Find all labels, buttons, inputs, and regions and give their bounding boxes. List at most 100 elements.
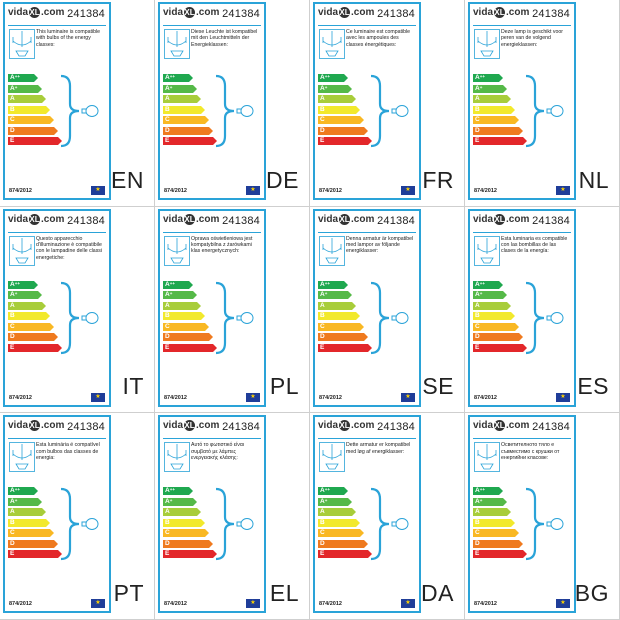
energy-class-label: A <box>165 84 170 92</box>
eu-flag-icon <box>91 598 105 609</box>
vidaxl-logo: vidaXL.com <box>8 213 65 225</box>
divider <box>318 231 416 233</box>
energy-class-label: C <box>320 322 325 330</box>
energy-class-scale: A++ A+ A B C D E <box>8 487 62 561</box>
vidaxl-logo: vidaXL.com <box>163 213 220 225</box>
brace-icon <box>525 74 545 148</box>
energy-class-bar: A+ <box>473 497 507 506</box>
regulation-number: 874/2012 <box>474 601 497 608</box>
energy-class-bar: A <box>318 301 356 310</box>
regulation-number: 874/2012 <box>164 394 187 401</box>
vidaxl-logo: vidaXL.com <box>473 213 530 225</box>
energy-class-bar: E <box>163 343 217 352</box>
energy-class-label: A <box>320 291 325 299</box>
eu-flag-icon <box>246 185 260 195</box>
eu-flag-icon <box>401 185 415 195</box>
energy-class-bar: E <box>318 343 372 352</box>
product-code: 241384 <box>377 214 415 227</box>
vidaxl-logo: vidaXL.com <box>318 213 375 225</box>
compatibility-text: Esta luminaria es compatible con las bom… <box>501 235 568 255</box>
energy-class-label: A <box>475 291 480 299</box>
energy-class-label: C <box>320 529 325 537</box>
bulb-icon <box>391 518 409 531</box>
language-code: ES <box>577 373 609 400</box>
energy-class-label: D <box>475 333 480 341</box>
energy-class-label: A <box>10 291 15 299</box>
divider <box>318 25 416 26</box>
energy-class-label: A <box>320 508 325 516</box>
label-cell-de: vidaXL.com 241384 Diese Leuchte ist komp… <box>155 0 310 207</box>
energy-class-bar: D <box>8 126 58 135</box>
energy-class-label: A <box>475 84 480 92</box>
energy-class-bar: A++ <box>318 487 348 496</box>
chandelier-icon <box>164 442 190 473</box>
energy-class-label: B <box>475 518 480 526</box>
label-cell-pt: vidaXL.com 241384 Esta luminária é compa… <box>0 413 155 620</box>
energy-class-bar: A++ <box>8 280 38 289</box>
energy-class-bar: D <box>318 126 368 135</box>
energy-class-label: B <box>10 105 15 113</box>
energy-class-label: A <box>10 497 15 505</box>
energy-class-label: B <box>165 518 170 526</box>
energy-class-bar: A <box>8 301 46 310</box>
energy-class-sup: ++ <box>14 74 20 79</box>
energy-class-bar: C <box>473 322 519 331</box>
energy-class-label: C <box>320 116 325 123</box>
label-cell-se: vidaXL.com 241384 Denna armatur är kompa… <box>310 206 465 414</box>
energy-class-bar: B <box>473 312 515 321</box>
brace-icon <box>60 488 80 561</box>
energy-class-label: D <box>320 539 325 547</box>
eu-flag-icon <box>91 392 105 402</box>
energy-class-sup: + <box>169 291 173 297</box>
bulb-icon <box>391 105 409 117</box>
label-cell-da: vidaXL.com 241384 Dette armatur er kompa… <box>310 413 465 620</box>
language-code: EL <box>269 579 299 606</box>
energy-class-label: A <box>165 487 170 495</box>
energy-label: vidaXL.com 241384 Diese Leuchte ist komp… <box>158 2 266 200</box>
energy-class-label: D <box>475 539 480 547</box>
divider <box>163 25 261 26</box>
brace-icon <box>370 281 390 354</box>
energy-class-label: A <box>165 508 170 516</box>
energy-class-label: D <box>320 333 325 341</box>
energy-class-bar: A+ <box>318 84 352 93</box>
bulb-icon <box>546 311 564 324</box>
energy-class-sup: + <box>14 291 18 297</box>
energy-class-bar: A++ <box>8 487 38 496</box>
energy-class-bar: A+ <box>473 291 507 300</box>
compatibility-text: Esta luminária é compatível com bulbos d… <box>36 442 100 462</box>
energy-class-bar: E <box>8 343 62 352</box>
chandelier-icon <box>319 442 345 473</box>
divider <box>8 231 106 233</box>
energy-class-label: E <box>165 343 170 351</box>
energy-class-scale: A++ A+ A B C D E <box>163 74 217 148</box>
energy-class-bar: D <box>318 539 368 548</box>
energy-class-bar: D <box>8 539 58 548</box>
energy-class-bar: C <box>318 322 364 331</box>
energy-class-scale: A++ A+ A B C D E <box>318 280 372 355</box>
energy-class-bar: A++ <box>318 280 348 289</box>
energy-class-bar: E <box>163 137 217 145</box>
energy-class-bar: E <box>473 343 527 352</box>
energy-class-bar: A+ <box>163 497 197 506</box>
energy-class-bar: A++ <box>473 487 503 496</box>
energy-class-label: B <box>320 312 325 320</box>
energy-class-sup: ++ <box>14 487 20 493</box>
energy-class-label: A <box>475 497 480 505</box>
energy-class-bar: A++ <box>163 74 193 82</box>
energy-label: vidaXL.com 241384 Denna armatur är kompa… <box>313 208 421 407</box>
energy-class-bar: C <box>163 529 209 538</box>
energy-class-bar: A+ <box>8 497 42 506</box>
energy-class-scale: A++ A+ A B C D E <box>8 280 62 355</box>
regulation-number: 874/2012 <box>9 394 32 401</box>
energy-class-label: A <box>475 301 480 309</box>
divider <box>163 438 261 440</box>
energy-class-label: A <box>10 95 15 102</box>
chandelier-icon <box>474 235 500 266</box>
energy-class-label: B <box>165 105 170 113</box>
energy-class-bar: E <box>8 137 62 145</box>
brace-icon <box>215 74 235 148</box>
energy-class-bar: A <box>318 508 356 517</box>
language-code: DA <box>421 579 454 606</box>
